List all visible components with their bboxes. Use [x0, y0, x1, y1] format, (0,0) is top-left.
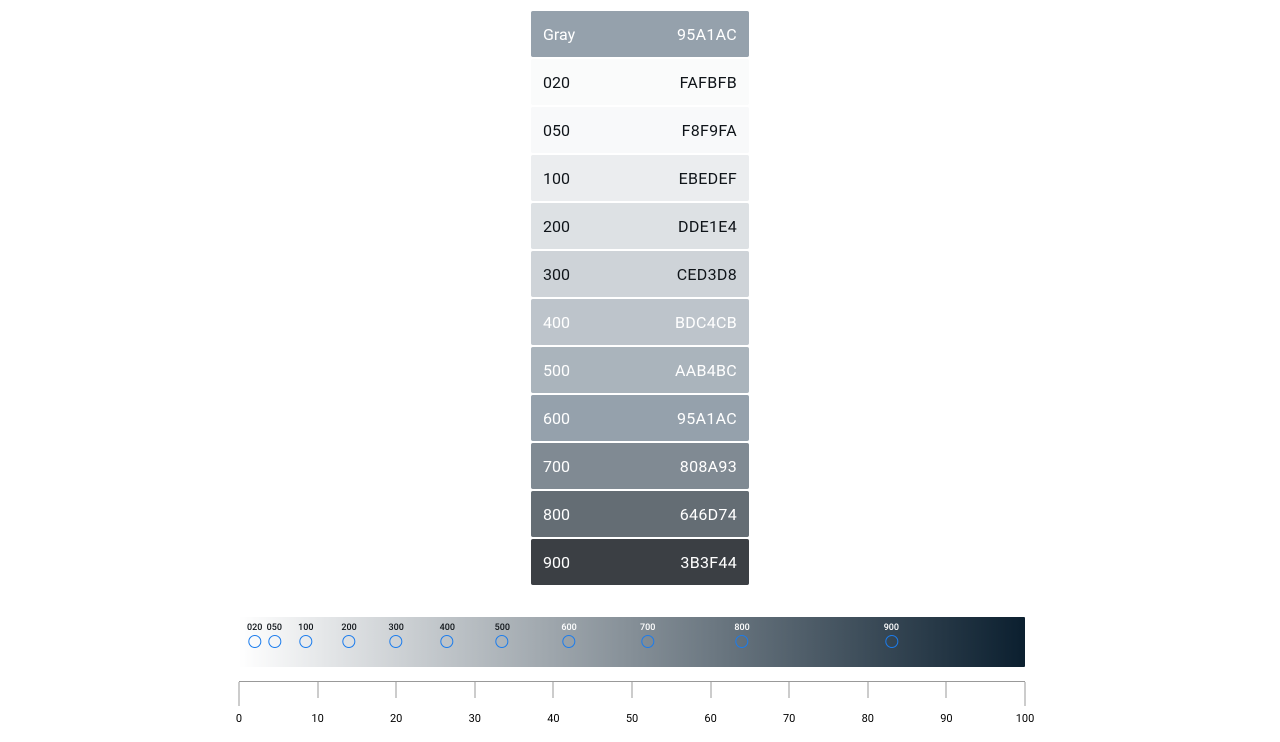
swatch-row[interactable]: 100 EBEDEF — [531, 155, 749, 201]
swatch-hex-value: BDC4CB — [675, 313, 737, 332]
gradient-marker-label: 600 — [561, 623, 576, 633]
ruler-tick-label: 90 — [940, 712, 952, 725]
gradient-marker[interactable]: 300 — [389, 623, 404, 648]
ruler-tick-label: 80 — [862, 712, 874, 725]
gradient-marker-label: 900 — [884, 623, 899, 633]
swatch-row[interactable]: 050 F8F9FA — [531, 107, 749, 153]
gradient-marker-label: 020 — [247, 623, 262, 633]
gradient-marker-handle-icon — [563, 635, 576, 648]
gradient-marker-label: 100 — [298, 623, 313, 633]
swatch-shade-label: 050 — [543, 121, 570, 140]
ruler-tick — [1025, 682, 1026, 706]
lightness-ruler: 0102030405060708090100 — [239, 681, 1025, 725]
swatch-shade-label: 600 — [543, 409, 570, 428]
ruler-tick — [317, 682, 318, 698]
ruler-tick-label: 20 — [390, 712, 402, 725]
ruler-tick — [710, 682, 711, 698]
color-palette: Gray 95A1AC 020 FAFBFB 050 F8F9FA 100 EBEDEF 2… — [531, 11, 749, 587]
ruler-tick — [474, 682, 475, 698]
gradient-marker[interactable]: 700 — [640, 623, 655, 648]
gradient-marker-label: 400 — [440, 623, 455, 633]
swatch-row[interactable]: 500 AAB4BC — [531, 347, 749, 393]
gradient-marker-label: 050 — [267, 623, 282, 633]
gradient-marker-handle-icon — [736, 635, 749, 648]
gradient-marker[interactable]: 500 — [495, 623, 510, 648]
gradient-marker[interactable]: 400 — [440, 623, 455, 648]
swatch-hex-value: DDE1E4 — [678, 217, 737, 236]
gradient-section: 020 050 100 200 300 400 500 600 700 800 900 0 10 20 3… — [239, 617, 1025, 725]
swatch-hex-value: AAB4BC — [675, 361, 737, 380]
ruler-tick — [946, 682, 947, 698]
swatch-shade-label: 800 — [543, 505, 570, 524]
ruler-tick-label: 50 — [626, 712, 638, 725]
swatch-row[interactable]: 200 DDE1E4 — [531, 203, 749, 249]
swatch-hex-value: EBEDEF — [679, 169, 737, 188]
ruler-tick-label: 10 — [311, 712, 323, 725]
gradient-marker-label: 500 — [495, 623, 510, 633]
ruler-tick-label: 40 — [547, 712, 559, 725]
swatch-shade-label: 500 — [543, 361, 570, 380]
gradient-marker[interactable]: 100 — [298, 623, 313, 648]
gradient-marker[interactable]: 020 — [247, 623, 262, 648]
ruler-tick-label: 30 — [469, 712, 481, 725]
gradient-marker-handle-icon — [885, 635, 898, 648]
ruler-tick-label: 0 — [236, 712, 242, 725]
gradient-marker-handle-icon — [641, 635, 654, 648]
swatch-hex-value: 808A93 — [680, 457, 737, 476]
gradient-marker-handle-icon — [441, 635, 454, 648]
gradient-marker[interactable]: 200 — [341, 623, 356, 648]
swatch-shade-label: 400 — [543, 313, 570, 332]
swatch-row[interactable]: 800 646D74 — [531, 491, 749, 537]
gradient-marker[interactable]: 600 — [561, 623, 576, 648]
gradient-marker-label: 700 — [640, 623, 655, 633]
ruler-tick — [239, 682, 240, 706]
ruler-tick-label: 70 — [783, 712, 795, 725]
gradient-marker-handle-icon — [343, 635, 356, 648]
palette-header-label: Gray — [543, 25, 575, 44]
swatch-row[interactable]: 700 808A93 — [531, 443, 749, 489]
gradient-marker-label: 200 — [341, 623, 356, 633]
ruler-tick — [553, 682, 554, 698]
swatch-hex-value: 95A1AC — [677, 409, 737, 428]
ruler-tick — [789, 682, 790, 698]
swatch-row[interactable]: 900 3B3F44 — [531, 539, 749, 585]
swatch-row[interactable]: 300 CED3D8 — [531, 251, 749, 297]
gradient-marker-handle-icon — [496, 635, 509, 648]
swatch-shade-label: 700 — [543, 457, 570, 476]
gradient-marker[interactable]: 800 — [734, 623, 749, 648]
gradient-marker[interactable]: 900 — [884, 623, 899, 648]
swatch-shade-label: 900 — [543, 553, 570, 572]
gradient-marker-handle-icon — [299, 635, 312, 648]
swatch-row[interactable]: 600 95A1AC — [531, 395, 749, 441]
swatch-row[interactable]: 020 FAFBFB — [531, 59, 749, 105]
gradient-marker-handle-icon — [248, 635, 261, 648]
swatch-hex-value: CED3D8 — [677, 265, 737, 284]
ruler-tick — [867, 682, 868, 698]
ruler-tick-label: 60 — [704, 712, 716, 725]
swatch-shade-label: 200 — [543, 217, 570, 236]
swatch-hex-value: 3B3F44 — [680, 553, 737, 572]
swatch-shade-label: 020 — [543, 73, 570, 92]
ruler-tick — [632, 682, 633, 698]
palette-header: Gray 95A1AC — [531, 11, 749, 57]
swatch-hex-value: FAFBFB — [680, 73, 737, 92]
gradient-marker-handle-icon — [268, 635, 281, 648]
gradient-marker-label: 800 — [734, 623, 749, 633]
swatch-row[interactable]: 400 BDC4CB — [531, 299, 749, 345]
swatch-hex-value: F8F9FA — [682, 121, 737, 140]
palette-header-hex: 95A1AC — [677, 25, 737, 44]
swatch-shade-label: 300 — [543, 265, 570, 284]
swatch-shade-label: 100 — [543, 169, 570, 188]
swatch-hex-value: 646D74 — [680, 505, 737, 524]
ruler-tick — [396, 682, 397, 698]
lightness-gradient-bar: 020 050 100 200 300 400 500 600 700 800 900 — [239, 617, 1025, 667]
ruler-tick-label: 100 — [1016, 712, 1035, 725]
gradient-marker-label: 300 — [389, 623, 404, 633]
gradient-marker-handle-icon — [390, 635, 403, 648]
gradient-marker[interactable]: 050 — [267, 623, 282, 648]
